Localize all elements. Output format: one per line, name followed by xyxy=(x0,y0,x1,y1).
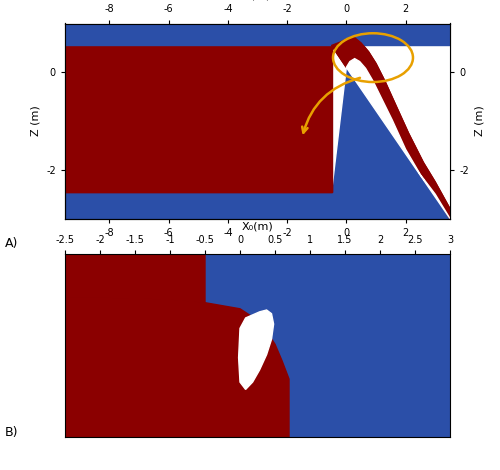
Text: B): B) xyxy=(5,426,18,439)
X-axis label: X₀(m): X₀(m) xyxy=(242,221,274,231)
Polygon shape xyxy=(332,0,450,219)
Text: A): A) xyxy=(5,237,18,251)
Polygon shape xyxy=(65,0,450,46)
X-axis label: X(m): X(m) xyxy=(244,0,271,1)
Polygon shape xyxy=(65,254,205,303)
Polygon shape xyxy=(346,59,450,219)
Y-axis label: Z (m): Z (m) xyxy=(474,106,484,136)
Polygon shape xyxy=(65,298,289,437)
Polygon shape xyxy=(238,310,274,390)
Polygon shape xyxy=(65,46,332,192)
Polygon shape xyxy=(332,37,450,219)
Y-axis label: Z (m): Z (m) xyxy=(30,106,40,136)
Polygon shape xyxy=(65,46,332,192)
Polygon shape xyxy=(332,37,450,219)
Polygon shape xyxy=(332,37,450,219)
